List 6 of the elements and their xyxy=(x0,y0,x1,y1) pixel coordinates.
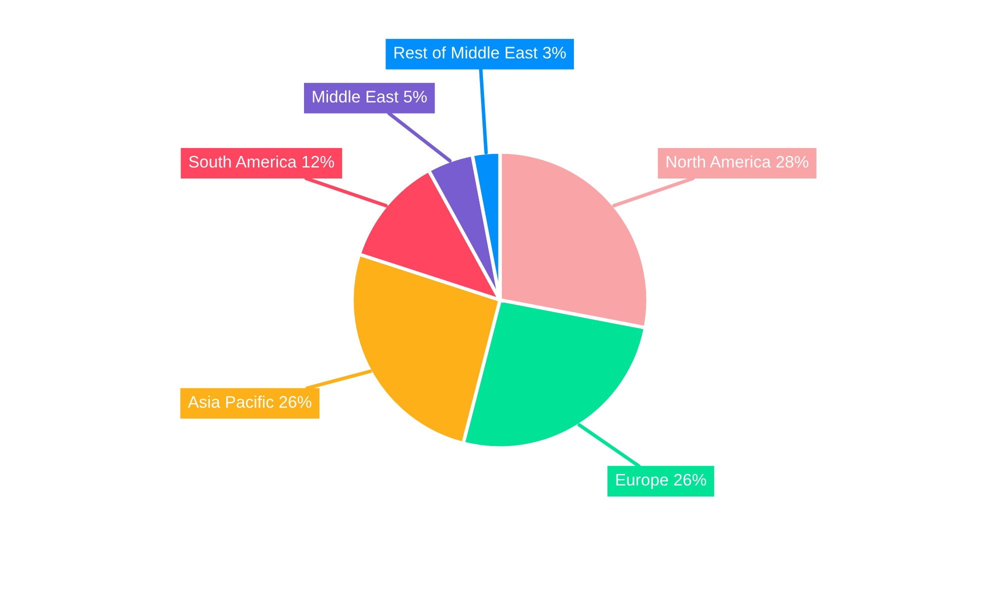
slice-label: Asia Pacific 26% xyxy=(188,396,312,408)
slice-label: Rest of Middle East 3% xyxy=(394,46,566,59)
slice-label: North America 28% xyxy=(666,155,808,168)
slice-label: Europe 26% xyxy=(616,474,706,489)
slice-label: South America 12% xyxy=(189,155,334,168)
slice-label: Middle East 5% xyxy=(312,90,427,103)
